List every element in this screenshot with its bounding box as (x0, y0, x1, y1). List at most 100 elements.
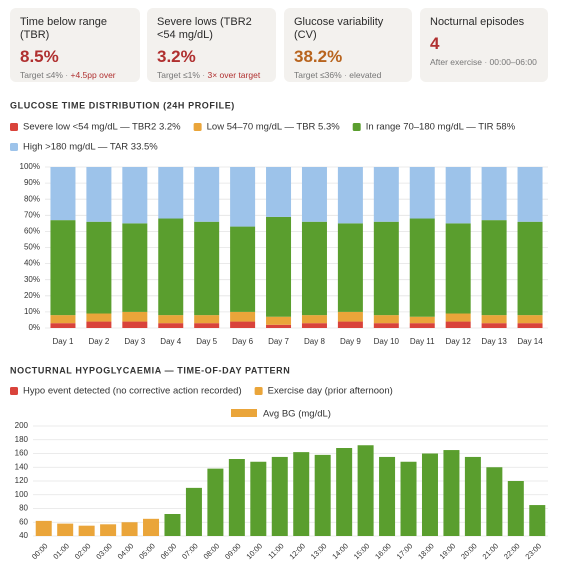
bar (529, 505, 546, 536)
y-tick-label: 90% (24, 178, 40, 187)
x-tick-label: 15:00 (352, 541, 372, 561)
kpi-footer: Target ≤1%3× over target (157, 70, 266, 81)
legend-label: Severe low <54 mg/dL — TBR2 3.2% (23, 122, 181, 133)
bar (357, 445, 374, 536)
y-tick-label: 70% (24, 210, 40, 219)
bar-segment (445, 167, 471, 224)
x-tick-label: 12:00 (287, 541, 307, 561)
legend-label: High >180 mg/dL — TAR 33.5% (23, 142, 158, 153)
bar-segment (158, 315, 184, 324)
x-tick-label: Day 4 (160, 337, 181, 346)
y-tick-label: 120 (15, 476, 29, 485)
y-tick-label: 30% (24, 275, 40, 284)
kpi-title: Time below range (TBR) (20, 16, 108, 41)
kpi-card: Glucose variability (CV) 38.2% Target ≤36%… (284, 8, 412, 82)
y-tick-label: 0% (28, 323, 40, 332)
x-tick-label: Day 6 (232, 337, 253, 346)
kpi-target: Target ≤36% (294, 70, 342, 80)
y-tick-label: 60 (19, 517, 28, 526)
bar (336, 448, 353, 536)
bar-segment (373, 323, 399, 328)
bar-segment (517, 167, 543, 222)
bar-segment (481, 220, 507, 316)
x-tick-label: 09:00 (223, 541, 243, 561)
x-tick-label: 18:00 (416, 541, 436, 561)
y-tick-label: 100% (20, 162, 40, 171)
legend-swatch (193, 123, 202, 131)
legend-swatch (231, 409, 257, 417)
legend-label: Avg BG (mg/dL) (263, 409, 331, 420)
legend-label: In range 70–180 mg/dL — TIR 58% (366, 122, 516, 133)
y-tick-label: 160 (15, 449, 29, 458)
x-tick-label: Day 7 (268, 337, 289, 346)
x-tick-label: Day 1 (53, 337, 74, 346)
x-tick-label: 10:00 (244, 541, 264, 561)
y-tick-label: 80% (24, 194, 40, 203)
bar (57, 523, 74, 536)
bar-segment (481, 315, 507, 324)
x-tick-label: Day 11 (410, 337, 435, 346)
bar-segment (266, 324, 292, 328)
bar (185, 487, 202, 536)
bar-segment (373, 221, 399, 316)
bar-segment (337, 223, 363, 312)
x-tick-label: 05:00 (137, 541, 157, 561)
kpi-title: Glucose variability (CV) (294, 16, 384, 41)
x-tick-label: Day 10 (374, 337, 400, 346)
bar-segment (194, 323, 220, 328)
bar (314, 454, 331, 536)
bar-segment (445, 321, 471, 328)
x-tick-label: 22:00 (502, 541, 522, 561)
bar-segment (122, 223, 148, 312)
bar-segment (230, 167, 256, 227)
x-tick-label: Day 8 (304, 337, 325, 346)
bar (379, 456, 396, 536)
kpi-card: Severe lows (TBR2 <54 mg/dL) 3.2% Target ≤… (147, 8, 276, 82)
bar-segment (158, 167, 184, 219)
legend-swatch (10, 387, 18, 395)
bar-segment (266, 167, 292, 217)
bar (207, 468, 224, 536)
bar (100, 524, 117, 536)
bar-segment (266, 316, 292, 325)
y-tick-label: 100 (15, 490, 29, 499)
bar-segment (86, 321, 112, 328)
bar-segment (122, 311, 148, 322)
kpi-value: 4 (430, 34, 440, 53)
y-tick-label: 200 (15, 421, 29, 430)
y-tick-label: 180 (15, 435, 29, 444)
bar-segment (301, 323, 327, 328)
x-tick-label: 17:00 (395, 541, 415, 561)
x-tick-label: 02:00 (73, 541, 93, 561)
bar-segment (50, 323, 76, 328)
x-tick-label: Day 2 (88, 337, 109, 346)
bar-segment (230, 311, 256, 322)
bar-segment (86, 167, 112, 222)
legend-swatch (10, 143, 18, 151)
bar (228, 459, 245, 536)
y-tick-label: 60% (24, 227, 40, 236)
x-tick-label: 16:00 (373, 541, 393, 561)
x-tick-label: 00:00 (30, 541, 50, 561)
x-tick-label: 06:00 (159, 541, 179, 561)
bar-segment (194, 167, 220, 222)
bar-segment (409, 323, 435, 328)
bar-segment (122, 167, 148, 224)
kpi-value: 3.2% (157, 47, 196, 66)
x-tick-label: Day 9 (340, 337, 361, 346)
bar-segment (517, 323, 543, 328)
x-tick-label: Day 13 (481, 337, 507, 346)
legend-swatch (352, 123, 361, 131)
bar-segment (194, 315, 220, 324)
x-tick-label: 14:00 (330, 541, 350, 561)
bar-segment (158, 218, 184, 316)
bar-segment (337, 167, 363, 224)
bar-segment (517, 221, 543, 316)
kpi-footer: Target ≤36%elevated (294, 70, 402, 81)
x-tick-label: 03:00 (94, 541, 114, 561)
bar-segment (50, 220, 76, 316)
bar (293, 452, 310, 536)
kpi-note: 3× over target (200, 70, 260, 80)
